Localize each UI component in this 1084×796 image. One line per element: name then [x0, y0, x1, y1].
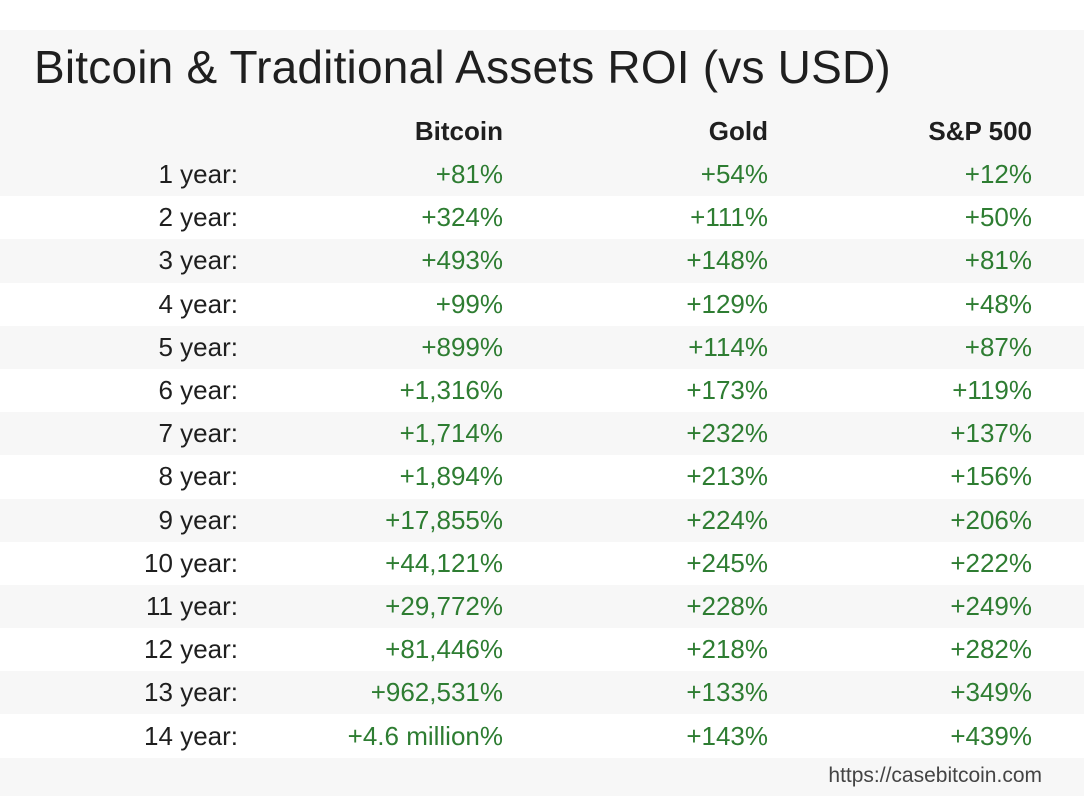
row-label: 7 year:	[158, 418, 239, 449]
value-cell-gold: +143%	[686, 720, 768, 751]
table-row: 4 year: +99% +129% +48%	[0, 282, 1084, 326]
table-row: 13 year: +962,531% +133% +349%	[0, 671, 1084, 714]
value-cell-sp500: +282%	[950, 634, 1032, 665]
value-cell-sp500: +48%	[964, 288, 1032, 319]
value-cell-bitcoin: +29,772%	[385, 590, 503, 621]
value-cell-gold: +133%	[686, 677, 768, 708]
row-label: 13 year:	[144, 677, 238, 708]
value-cell-gold: +173%	[686, 375, 768, 406]
chart-title: Bitcoin & Traditional Assets ROI (vs USD…	[34, 41, 891, 93]
value-cell-bitcoin: +1,894%	[399, 461, 503, 492]
value-cell-bitcoin: +17,855%	[385, 504, 503, 535]
row-label: 9 year:	[158, 504, 239, 535]
value-cell-sp500: +249%	[950, 590, 1032, 621]
value-cell-sp500: +12%	[964, 159, 1032, 190]
table-row: 3 year: +493% +148% +81%	[0, 239, 1084, 282]
table-row: 10 year: +44,121% +245% +222%	[0, 541, 1084, 586]
row-label: 3 year:	[158, 245, 239, 276]
value-cell-gold: +213%	[686, 461, 768, 492]
value-cell-sp500: +119%	[952, 375, 1032, 406]
value-cell-gold: +129%	[686, 288, 768, 319]
value-cell-bitcoin: +81,446%	[385, 634, 503, 665]
top-band	[0, 0, 1084, 30]
value-cell-bitcoin: +493%	[421, 245, 503, 276]
value-cell-sp500: +50%	[964, 202, 1032, 233]
row-label: 2 year:	[158, 202, 239, 233]
value-cell-gold: +218%	[686, 634, 768, 665]
table-row: 14 year: +4.6 million% +143% +439%	[0, 714, 1084, 758]
table-row: 6 year: +1,316% +173% +119%	[0, 368, 1084, 413]
row-label: 4 year:	[158, 288, 239, 319]
value-cell-bitcoin: +81%	[435, 159, 503, 190]
row-label: 10 year:	[144, 547, 238, 578]
value-cell-sp500: +137%	[950, 418, 1032, 449]
value-cell-bitcoin: +44,121%	[385, 547, 503, 578]
table-row: 7 year: +1,714% +232% +137%	[0, 412, 1084, 455]
roi-table: Bitcoin Gold S&P 500 1 year: +81% +54% +12%…	[0, 110, 1084, 758]
value-cell-gold: +54%	[700, 159, 768, 190]
row-label: 8 year:	[158, 461, 239, 492]
value-cell-bitcoin: +899%	[421, 331, 503, 362]
table-row: 11 year: +29,772% +228% +249%	[0, 585, 1084, 628]
value-cell-bitcoin: +99%	[435, 288, 503, 319]
value-cell-gold: +111%	[690, 202, 768, 233]
row-label: 5 year:	[158, 331, 239, 362]
value-cell-sp500: +87%	[964, 331, 1032, 362]
table-row: 12 year: +81,446% +218% +282%	[0, 628, 1084, 672]
value-cell-bitcoin: +1,714%	[399, 418, 503, 449]
value-cell-sp500: +349%	[950, 677, 1032, 708]
row-label: 14 year:	[144, 720, 238, 751]
table-row: 5 year: +899% +114% +87%	[0, 326, 1084, 369]
value-cell-sp500: +206%	[950, 504, 1032, 535]
source-url: https://casebitcoin.com	[828, 764, 1042, 787]
value-cell-gold: +148%	[686, 245, 768, 276]
table-row: 2 year: +324% +111% +50%	[0, 196, 1084, 240]
column-header-bitcoin: Bitcoin	[414, 116, 503, 146]
value-cell-sp500: +222%	[950, 547, 1032, 578]
value-cell-bitcoin: +4.6 million%	[347, 720, 503, 751]
table-row: 9 year: +17,855% +224% +206%	[0, 499, 1084, 542]
value-cell-sp500: +81%	[964, 245, 1032, 276]
table-row: 8 year: +1,894% +213% +156%	[0, 455, 1084, 499]
column-header-sp500: S&P 500	[928, 116, 1032, 146]
value-cell-gold: +232%	[686, 418, 768, 449]
value-cell-sp500: +439%	[950, 720, 1032, 751]
row-label: 12 year:	[144, 634, 238, 665]
value-cell-gold: +224%	[686, 504, 768, 535]
table-header-row: Bitcoin Gold S&P 500	[0, 110, 1084, 153]
value-cell-gold: +114%	[688, 331, 768, 362]
value-cell-bitcoin: +1,316%	[399, 375, 503, 406]
value-cell-sp500: +156%	[950, 461, 1032, 492]
row-label: 6 year:	[158, 375, 239, 406]
row-label: 11 year:	[145, 590, 238, 621]
table-row: 1 year: +81% +54% +12%	[0, 153, 1084, 196]
value-cell-gold: +228%	[686, 590, 768, 621]
value-cell-gold: +245%	[686, 547, 768, 578]
row-label: 1 year:	[158, 159, 239, 190]
value-cell-bitcoin: +324%	[421, 202, 503, 233]
value-cell-bitcoin: +962,531%	[370, 677, 503, 708]
column-header-gold: Gold	[708, 116, 768, 146]
